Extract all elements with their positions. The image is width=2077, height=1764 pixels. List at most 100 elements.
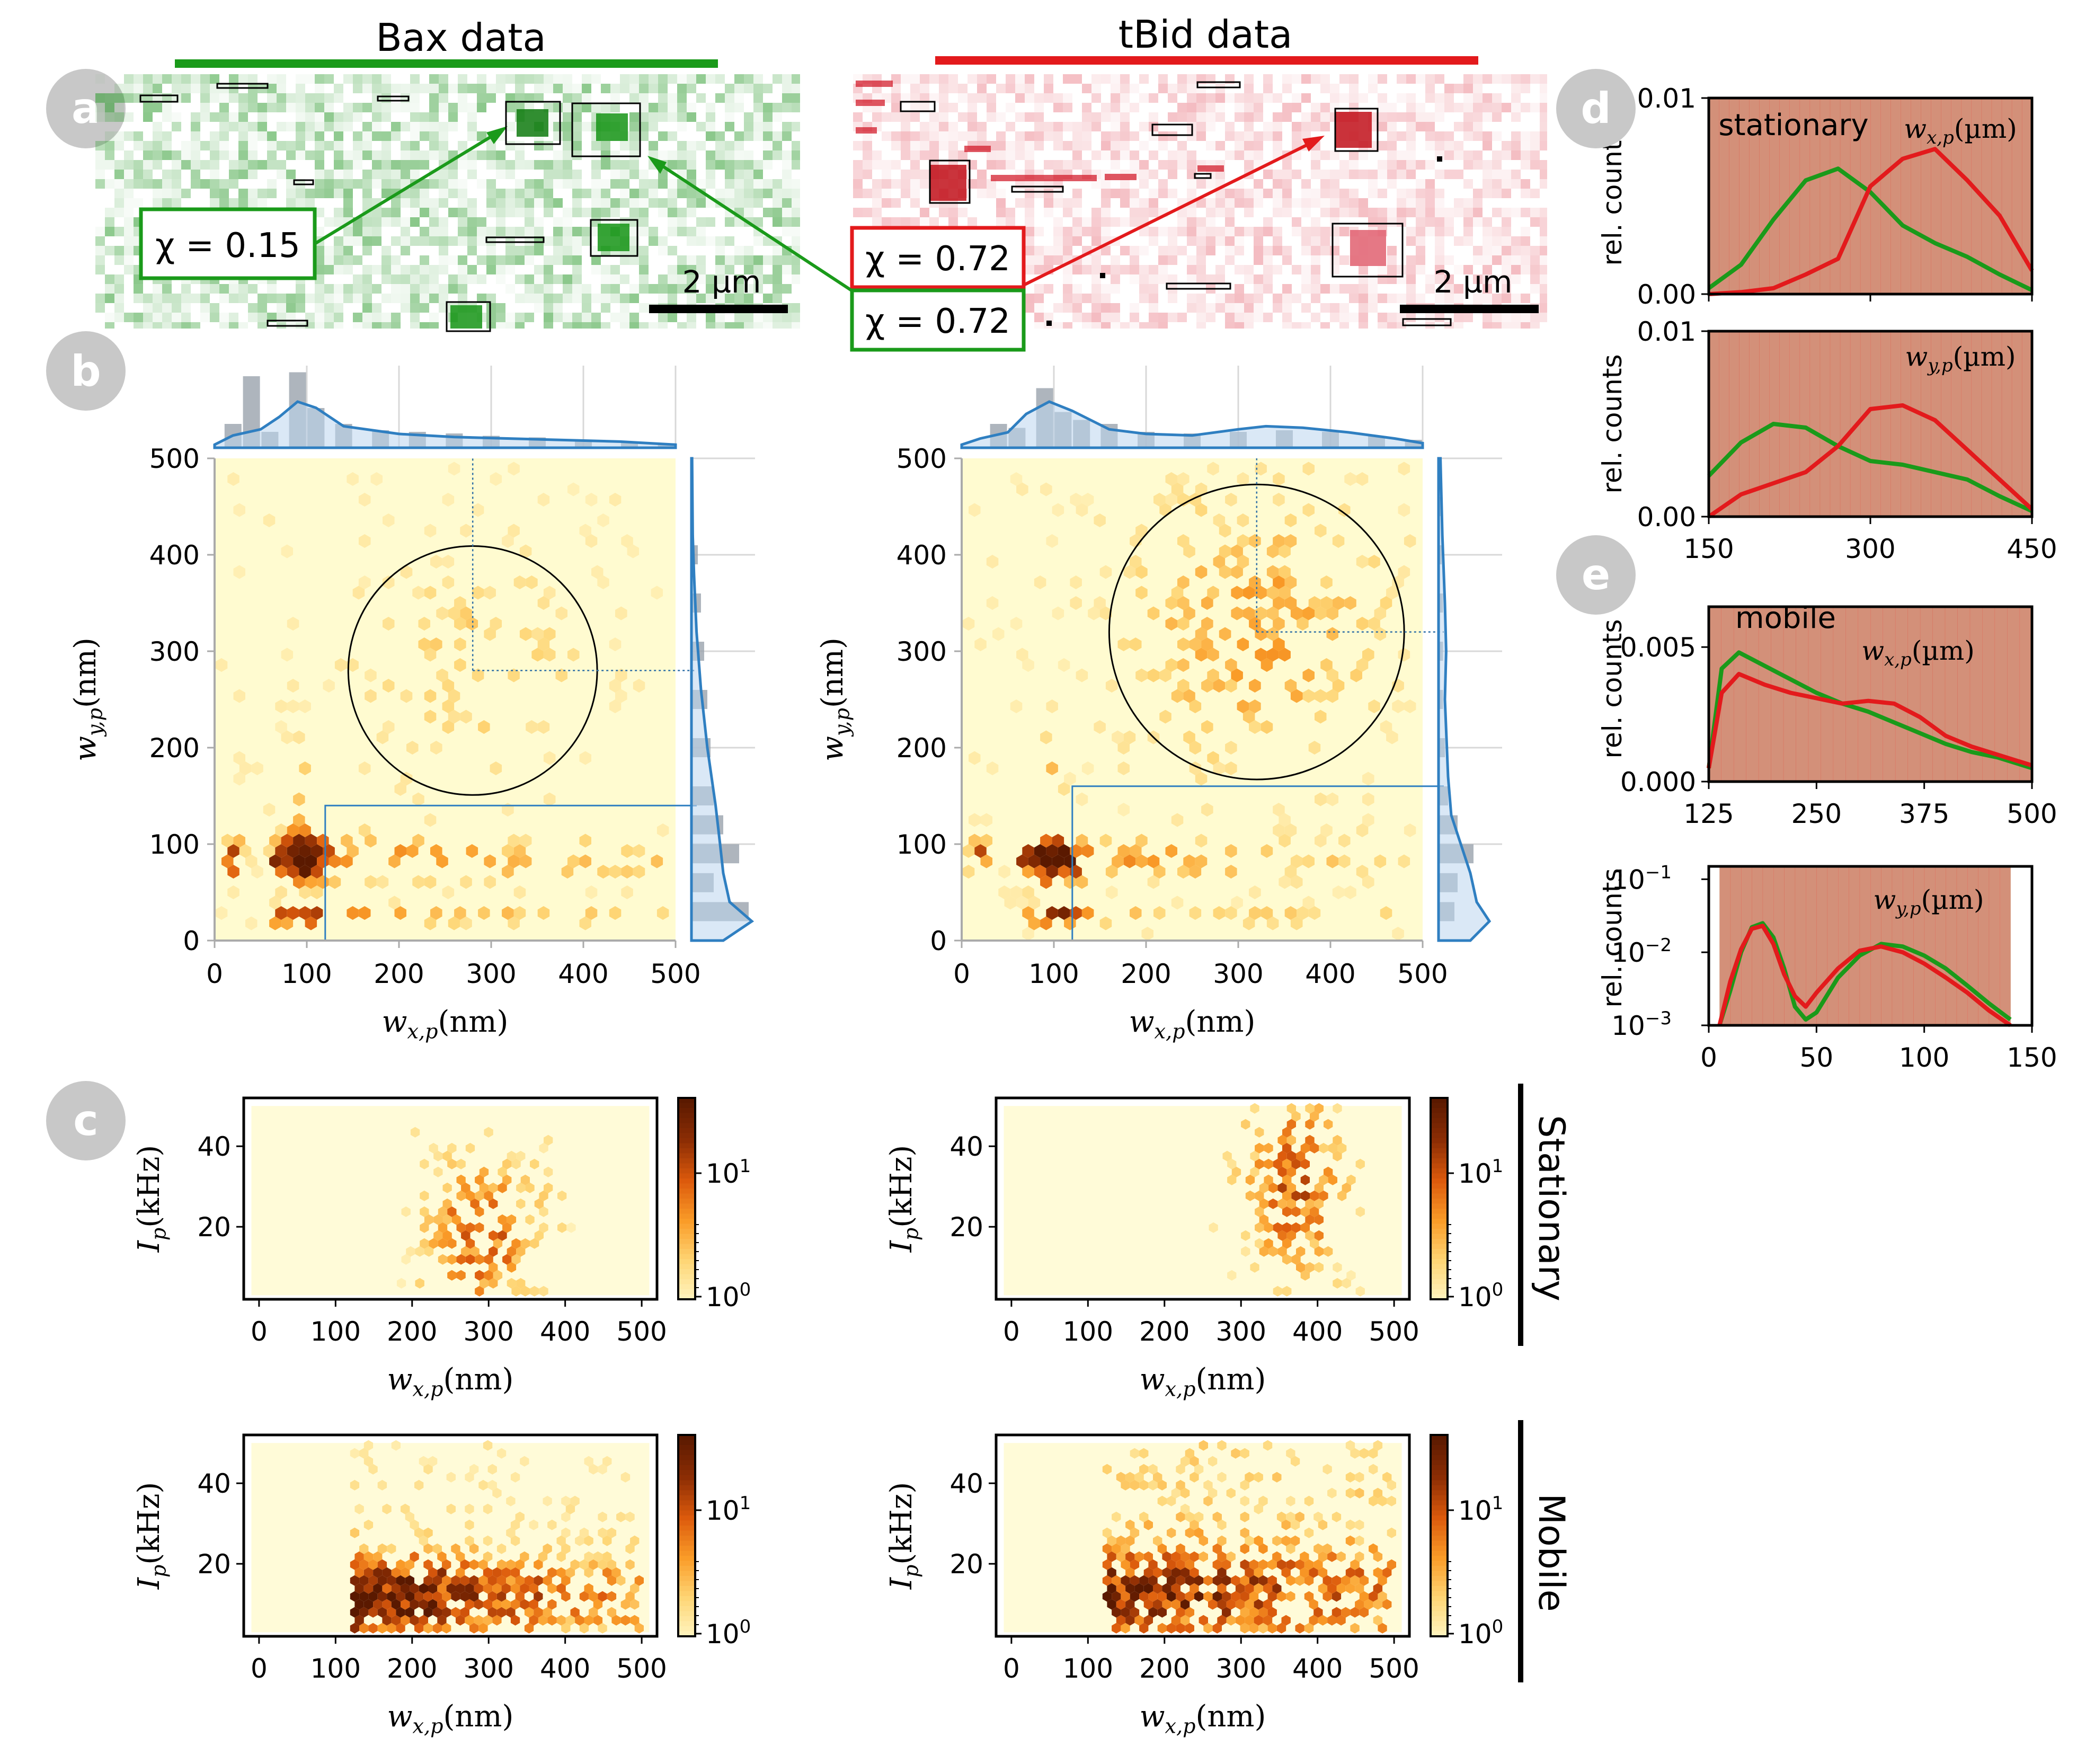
- hex-cell: [1116, 1535, 1126, 1546]
- hex-cell: [1359, 1448, 1369, 1459]
- hex-cell: [567, 854, 580, 868]
- histogram-bar: [1994, 607, 2008, 782]
- hex-cell: [621, 865, 633, 879]
- hex-cell: [1264, 1238, 1273, 1249]
- hex-cell: [1222, 1150, 1232, 1162]
- hex-cell: [433, 1214, 443, 1225]
- hex-cell: [567, 482, 580, 497]
- hex-cell: [1139, 1623, 1149, 1634]
- colorbar-step: [1431, 1475, 1448, 1481]
- hex-cell: [1162, 1583, 1171, 1594]
- hex-cell: [1318, 1551, 1328, 1562]
- hex-cell: [516, 1278, 526, 1289]
- hex-cell: [281, 730, 294, 744]
- hex-cell: [609, 699, 622, 713]
- colorbar-step: [1431, 1530, 1448, 1536]
- x-tick-label: 400: [540, 1316, 590, 1347]
- hex-cell: [1333, 1103, 1342, 1114]
- hex-cell: [1273, 1286, 1282, 1297]
- hex-cell: [478, 1479, 488, 1491]
- hex-cell: [547, 1519, 557, 1530]
- x-tick-label: 300: [1213, 959, 1263, 989]
- colorbar-step: [1431, 1239, 1448, 1245]
- hex-cell: [1125, 1535, 1135, 1546]
- hex-cell: [1259, 1246, 1269, 1257]
- hex-cell: [1099, 834, 1112, 848]
- hex-cell: [1310, 1142, 1319, 1154]
- hex-cell: [1264, 1142, 1273, 1154]
- hex-cell: [1322, 1543, 1332, 1554]
- hex-cell: [251, 761, 263, 775]
- hex-cell: [1281, 1567, 1291, 1578]
- hex-cell: [615, 606, 627, 620]
- hex-cell: [474, 1583, 483, 1594]
- hex-cell: [621, 885, 633, 899]
- hex-cell: [1304, 1527, 1314, 1538]
- hex-cell: [530, 1238, 539, 1249]
- hex-cell: [1249, 1575, 1259, 1586]
- hex-cell: [1373, 1440, 1383, 1451]
- hex-cell: [1300, 1222, 1310, 1233]
- hex-cell: [598, 1591, 607, 1602]
- hex-cell: [1322, 1591, 1332, 1602]
- hex-cell: [475, 1206, 484, 1217]
- hex-cell: [1177, 679, 1190, 693]
- hex-cell: [341, 834, 353, 848]
- hex-cell: [1203, 1623, 1213, 1634]
- colorbar-tick-label: 100: [1458, 1616, 1503, 1650]
- hex-cell: [382, 1615, 392, 1626]
- selection-circle: [1108, 483, 1405, 781]
- hex-cell: [1333, 1278, 1342, 1289]
- hex-cell: [1052, 854, 1064, 868]
- panel-letter-a: a: [46, 69, 126, 148]
- hex-cell: [508, 916, 520, 930]
- hex-cell: [275, 885, 287, 899]
- hex-cell: [1207, 648, 1219, 662]
- hex-cell: [1290, 875, 1303, 889]
- colorbar-step: [678, 1203, 695, 1209]
- hex-cell: [377, 1591, 387, 1602]
- hex-cell: [1081, 906, 1094, 920]
- hex-cell: [502, 1254, 512, 1265]
- hex-cell: [1279, 834, 1291, 848]
- hex-cell: [1176, 1464, 1185, 1475]
- hex-cell: [1112, 1607, 1121, 1618]
- hex-cell: [1356, 823, 1369, 837]
- hex-cell: [561, 1495, 571, 1506]
- hex-cell: [1245, 1615, 1254, 1626]
- hex-cell: [456, 1615, 465, 1626]
- hex-cell: [1249, 1591, 1259, 1602]
- hex-cell: [299, 699, 311, 713]
- hex-cell: [1203, 1591, 1213, 1602]
- histogram-bar: [1860, 331, 1871, 517]
- x-axis-label: wx,p(nm): [1140, 1362, 1266, 1400]
- hexbin-cells: [396, 1127, 576, 1297]
- hex-cell: [483, 1440, 493, 1451]
- hex-cell: [1212, 1623, 1222, 1634]
- hex-cell: [424, 586, 437, 600]
- hex-cell: [625, 1511, 635, 1522]
- hex-cell: [539, 1286, 548, 1297]
- hex-cell: [1255, 586, 1267, 600]
- hex-cell: [1282, 1222, 1292, 1233]
- hex-cell: [1231, 544, 1243, 559]
- hex-cell: [469, 1543, 479, 1554]
- hex-cell: [1338, 503, 1351, 517]
- hex-cell: [1130, 906, 1142, 920]
- hex-cell: [1284, 513, 1297, 527]
- hex-cell: [1201, 637, 1213, 651]
- hex-cell: [442, 720, 455, 734]
- hex-cell: [1263, 1583, 1273, 1594]
- hex-cell: [433, 1230, 443, 1241]
- hex-cell: [607, 1527, 617, 1538]
- colorbar-step: [1431, 1621, 1448, 1627]
- hex-cell: [1290, 854, 1303, 868]
- hex-cell: [1277, 1198, 1287, 1209]
- hex-cell: [359, 1543, 369, 1554]
- hex-cell: [1309, 1567, 1318, 1578]
- hex-cell: [391, 1615, 401, 1626]
- hex-cell: [1362, 813, 1374, 827]
- hex-cell: [630, 1583, 640, 1594]
- hex-cell: [1277, 1166, 1287, 1177]
- colorbar-step: [678, 1219, 695, 1225]
